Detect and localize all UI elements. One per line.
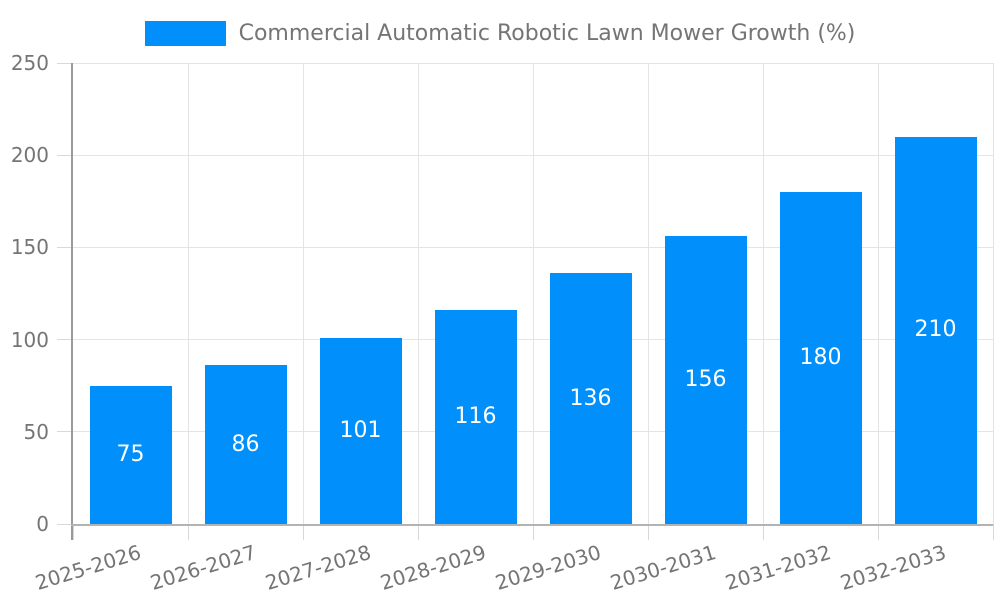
bar-2027-2028[interactable]: 101: [319, 337, 402, 524]
y-axis-tick-label: 50: [23, 419, 49, 444]
y-axis-tick: [57, 62, 73, 64]
y-axis-tick: [57, 431, 73, 433]
gridline-vertical: [187, 63, 189, 524]
bar-value-label: 86: [231, 431, 260, 457]
y-axis-tick-label: 200: [10, 143, 49, 168]
legend-swatch-icon: [144, 21, 226, 46]
x-axis-tick: [72, 524, 74, 540]
y-axis-tick: [57, 246, 73, 248]
x-axis-tick: [302, 524, 304, 540]
y-axis-tick: [57, 523, 73, 525]
x-axis-tick: [877, 524, 879, 540]
chart-legend[interactable]: Commercial Automatic Robotic Lawn Mower …: [0, 21, 1000, 46]
bar-value-label: 136: [569, 385, 612, 411]
bar-2030-2031[interactable]: 156: [664, 236, 747, 524]
gridline-vertical: [647, 63, 649, 524]
y-axis-tick: [57, 339, 73, 341]
legend-label: Commercial Automatic Robotic Lawn Mower …: [238, 21, 856, 46]
x-axis-tick: [532, 524, 534, 540]
x-axis-tick: [187, 524, 189, 540]
y-axis-tick: [57, 154, 73, 156]
x-axis-tick: [992, 524, 994, 540]
y-axis-line: [71, 63, 73, 540]
y-axis-tick-label: 150: [10, 235, 49, 260]
gridline-vertical: [302, 63, 304, 524]
bar-2031-2032[interactable]: 180: [779, 192, 862, 524]
bar-2029-2030[interactable]: 136: [549, 273, 632, 524]
bar-value-label: 210: [914, 317, 957, 343]
x-axis-line: [71, 524, 993, 526]
bar-value-label: 101: [339, 417, 382, 443]
x-axis-tick: [417, 524, 419, 540]
bar-value-label: 180: [799, 345, 842, 371]
y-axis-tick-label: 0: [36, 512, 49, 536]
gridline-vertical: [532, 63, 534, 524]
bar-value-label: 156: [684, 367, 727, 393]
x-axis-tick: [762, 524, 764, 540]
x-axis-tick: [647, 524, 649, 540]
gridline-vertical: [992, 63, 994, 524]
bar-2028-2029[interactable]: 116: [434, 310, 517, 524]
bar-value-label: 116: [454, 404, 497, 430]
gridline-vertical: [877, 63, 879, 524]
gridline-vertical: [417, 63, 419, 524]
bar-value-label: 75: [116, 441, 145, 467]
bar-2032-2033[interactable]: 210: [894, 136, 977, 524]
bar-2025-2026[interactable]: 75: [89, 385, 172, 524]
gridline-vertical: [762, 63, 764, 524]
y-axis-tick-label: 100: [10, 327, 49, 352]
bar-2026-2027[interactable]: 86: [204, 365, 287, 524]
y-axis-tick-label: 250: [10, 51, 49, 75]
